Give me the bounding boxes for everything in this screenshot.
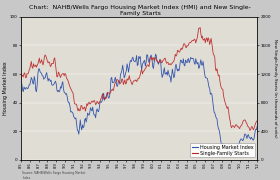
Single-Family Starts — [83, 106, 86, 108]
Housing Market Index — [19, 82, 23, 84]
Single-Family Starts — [248, 129, 251, 131]
Housing Market Index — [54, 80, 57, 82]
Text: Source: NAHB/Wells Fargo Housing Market
Index: Source: NAHB/Wells Fargo Housing Market … — [22, 171, 86, 180]
Line: Single-Family Starts: Single-Family Starts — [21, 28, 257, 130]
Housing Market Index — [197, 67, 200, 69]
Y-axis label: New Single-Family Starts (in thousands of units): New Single-Family Starts (in thousands o… — [273, 39, 277, 138]
Housing Market Index — [231, 152, 235, 154]
Housing Market Index — [179, 59, 183, 61]
Line: Housing Market Index: Housing Market Index — [21, 54, 257, 153]
Text: Chart:  NAHB/Wells Fargo Housing Market Index (HMI) and New Single-
Family Start: Chart: NAHB/Wells Fargo Housing Market I… — [29, 5, 251, 16]
Single-Family Starts — [220, 88, 224, 90]
Single-Family Starts — [199, 26, 202, 29]
Housing Market Index — [242, 136, 246, 139]
Single-Family Starts — [179, 49, 182, 51]
Y-axis label: Housing Market Index: Housing Market Index — [3, 62, 8, 115]
Housing Market Index — [255, 125, 259, 127]
Housing Market Index — [220, 144, 224, 146]
Single-Family Starts — [19, 77, 23, 79]
Single-Family Starts — [242, 120, 245, 122]
Single-Family Starts — [196, 32, 200, 34]
Single-Family Starts — [54, 63, 57, 65]
Housing Market Index — [154, 53, 157, 55]
Single-Family Starts — [255, 120, 259, 122]
Legend: Housing Market Index, Single-Family Starts: Housing Market Index, Single-Family Star… — [190, 143, 255, 157]
Housing Market Index — [83, 119, 86, 121]
